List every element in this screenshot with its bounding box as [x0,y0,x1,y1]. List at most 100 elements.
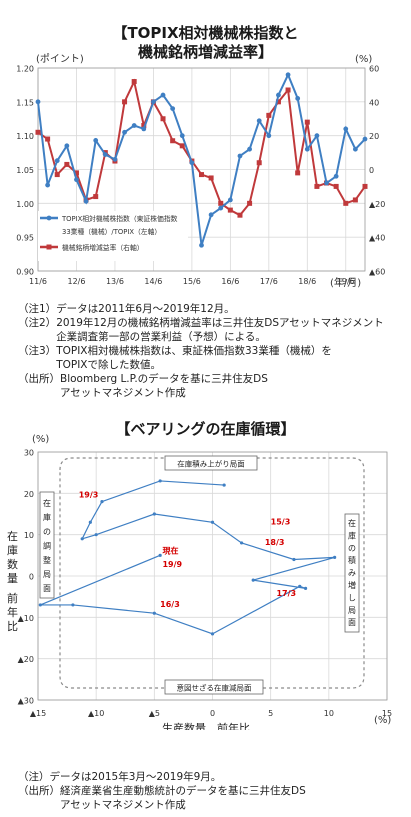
right-axis-tick-label: 20 [369,132,379,141]
x-axis-tick-label: ▲15 [30,709,46,718]
data-point-machinery-growth [35,129,41,135]
data-point-machinery-growth [141,123,147,129]
region-label-left-char: 調 [43,541,51,551]
left-axis-tick-label: 1.10 [16,132,34,141]
data-point-topix-relative [54,158,60,164]
data-point-topix-relative [45,182,51,188]
data-point-topix-relative [64,143,70,149]
data-point-topix-relative [102,152,108,158]
x-axis-tick-label: 12/6 [67,277,85,286]
chart1-title-line1: 【TOPIX相対機械株指数と [112,24,299,42]
data-point-topix-relative [343,126,349,132]
data-point-inventory-cycle [210,632,215,636]
data-point-topix-relative [227,197,233,203]
y-axis-tick-label: 10 [24,531,34,540]
plot-frame [37,451,388,701]
data-point-topix-relative [304,146,310,152]
region-label-right-char: 庫 [348,530,356,540]
note-label: （出所） [18,373,60,385]
data-point-topix-relative [218,205,224,211]
x-axis-tick-label: 15/6 [183,277,201,286]
y-axis-label-char: 庫 [7,543,18,557]
data-point-topix-relative [208,212,214,218]
x-axis-tick-label: 0 [210,709,215,718]
data-point-topix-relative [362,136,368,142]
note-text: 2019年12月の機械銘柄増減益率は三井住友DSアセットマネジメント 企業調査第一… [56,316,403,344]
plot-frame [37,67,366,272]
legend-label-topix-line1: TOPIX相対機械株指数（東証株価指数 [61,214,178,223]
region-label-right-char: し [348,593,356,602]
data-point-inventory-cycle [152,512,156,516]
region-box-left [39,491,55,599]
region-label-right-char: 在 [348,518,356,528]
series-line-inventory-cycle [40,480,335,635]
data-point-topix-relative [352,146,358,152]
region-label-right-char: み [348,569,356,578]
y-axis-label-char: 比 [7,620,18,633]
note-row: （注2） 2019年12月の機械銘柄増減益率は三井住友DSアセットマネジメント 企業… [18,316,403,344]
data-point-machinery-growth [64,161,70,167]
note-text: データは2011年6月～2019年12月。 [56,302,403,316]
line-chart-topix-machinery: (ポイント) (%) 0.90 0.95 1.00 1.05 1.10 1.15 1.20 ▲… [16,53,385,288]
left-axis-tick-label: 1.05 [16,166,34,175]
data-point-machinery-growth [160,116,166,122]
x-axis-tick-label: 19/6 [337,277,355,286]
data-point-inventory-cycle [222,483,226,487]
y-axis-tick-label: 20 [24,490,34,499]
data-point-inventory-cycle [100,500,104,504]
data-point-machinery-growth [314,183,320,189]
data-point-topix-relative [276,92,281,98]
data-point-inventory-cycle [88,520,92,524]
note-line: アセットマネジメント作成 [60,387,186,399]
data-point-topix-relative [266,133,272,139]
region-label-left-char: 局 [43,570,51,579]
data-point-machinery-growth [54,172,60,178]
data-point-machinery-growth [285,87,291,93]
region-label-left-char: の [43,527,51,536]
note-row: （出所） 経済産業省生産動態統計のデータを基に三井住友DS アセットマネジメント作成 [18,784,403,812]
note-row: （注） データは2015年3月～2019年9月。 [18,770,403,784]
note-text: 経済産業省生産動態統計のデータを基に三井住友DS アセットマネジメント作成 [60,784,403,812]
x-axis-tick-label: 16/6 [221,277,239,286]
data-point-inventory-cycle [152,611,156,615]
data-point-inventory-cycle [251,578,255,582]
right-axis-unit: (%) [355,54,372,65]
region-label-right-char: 局 [348,606,356,615]
note-label: （注1） [18,303,57,315]
x-axis-tick-label: 18/6 [298,277,316,286]
right-axis-tick-label: 0 [369,166,374,175]
data-point-topix-relative [170,106,176,111]
y-axis-label-char: 量 [7,572,18,585]
data-point-topix-relative [199,242,204,248]
data-point-machinery-growth [218,200,224,206]
data-point-topix-relative [112,156,118,162]
data-point-machinery-growth [275,99,281,105]
data-point-topix-relative [314,133,320,139]
region-label-left-char: 面 [43,584,51,593]
x-axis-tick-label: ▲5 [149,709,160,718]
chart2-notes: （注） データは2015年3月～2019年9月。 （出所） 経済産業省生産動態統計のデ… [18,770,403,812]
data-point-topix-relative [179,133,185,139]
chart1-title-line2: 機械銘柄増減益率】 [137,43,273,61]
data-point-machinery-growth [247,200,253,206]
data-point-inventory-cycle [158,479,162,483]
data-point-inventory-cycle [303,586,308,590]
x-axis-tick-label: 15 [382,709,392,718]
left-axis-tick-label: 1.00 [16,200,34,209]
data-point-topix-relative [93,138,99,143]
data-point-machinery-growth [227,207,233,213]
point-label: 18/3 [265,538,285,547]
note-line: TOPIX相対機械株指数は、東証株価指数33業種（機械）を [56,345,332,357]
left-axis-tick-label: 1.15 [16,98,34,107]
data-point-machinery-growth [208,175,214,181]
legend-label-topix-line2: 33業種（機械）/TOPIX（左軸） [62,227,161,236]
data-point-machinery-growth [266,112,272,118]
data-point-topix-relative [35,99,41,105]
data-point-machinery-growth [295,170,301,176]
data-point-machinery-growth [93,194,99,200]
region-label-bottom: 意図せざる在庫減局面 [177,683,252,693]
note-label: （出所） [18,785,60,797]
region-label-left-char: 在 [43,498,51,508]
data-point-inventory-cycle [94,533,98,537]
y-axis-tick-label: ▲30 [18,697,34,706]
